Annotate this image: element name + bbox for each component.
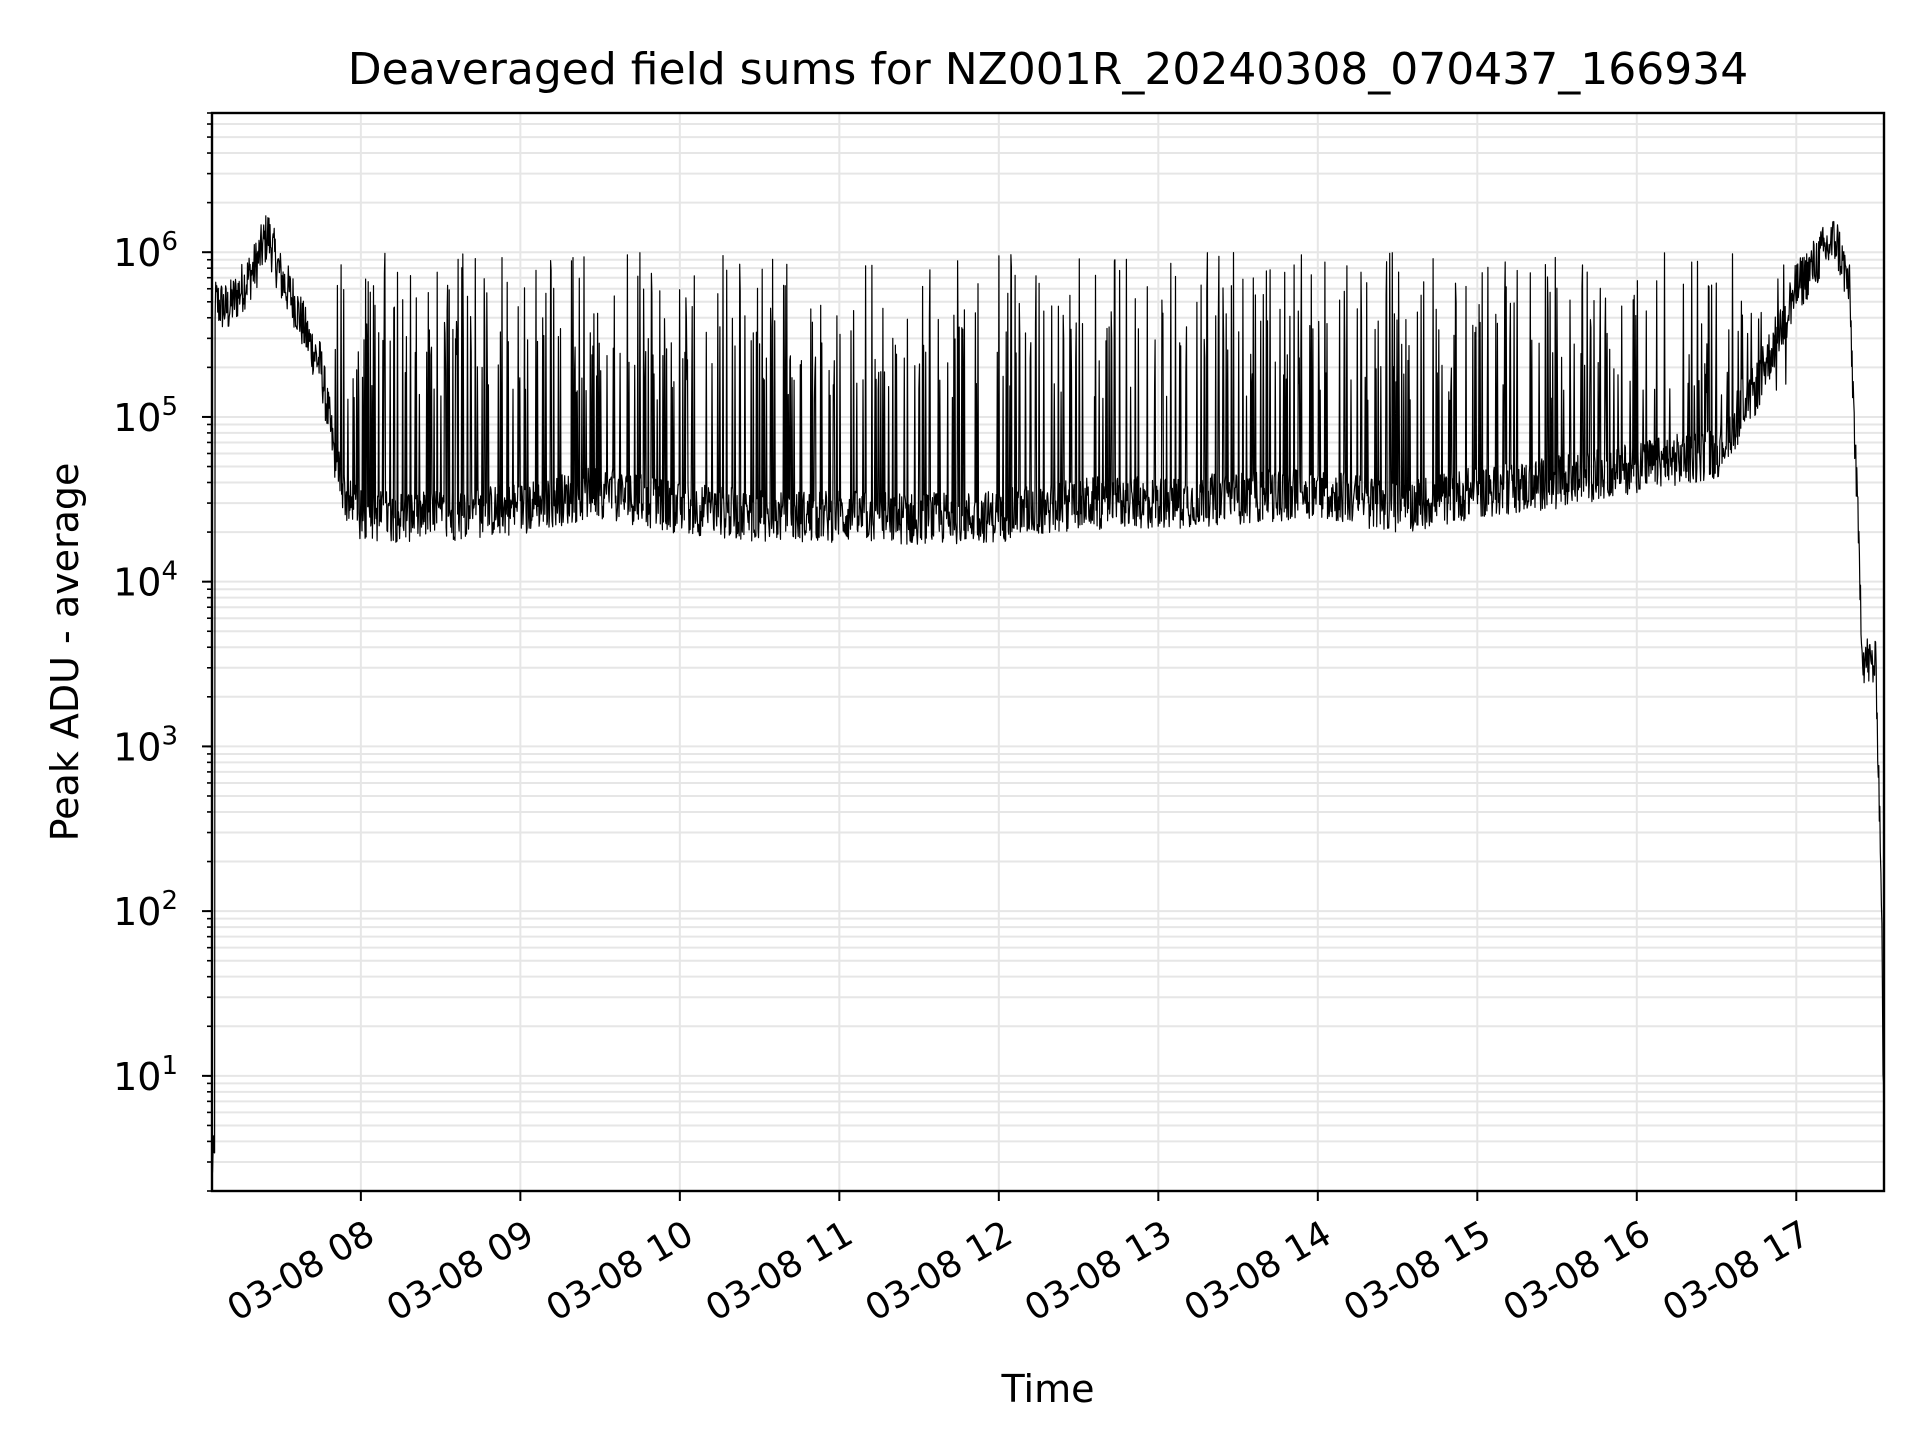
- chart-title: Deaveraged field sums for NZ001R_2024030…: [348, 44, 1748, 95]
- y-tick-label: 106: [113, 227, 178, 275]
- x-tick-label: 03-08 11: [699, 1213, 860, 1329]
- y-tick-label: 105: [113, 392, 178, 440]
- x-tick-label: 03-08 17: [1656, 1213, 1817, 1329]
- series-line: [211, 215, 1885, 1173]
- y-tick-label: 103: [113, 721, 178, 769]
- y-tick-label: 101: [113, 1051, 178, 1099]
- x-tick-label: 03-08 12: [859, 1213, 1020, 1329]
- x-tick-label: 03-08 10: [540, 1213, 701, 1329]
- x-tick-label: 03-08 15: [1337, 1213, 1498, 1329]
- y-tick-label: 104: [113, 557, 178, 605]
- x-tick-label: 03-08 09: [380, 1213, 541, 1329]
- x-axis-label: Time: [1001, 1367, 1095, 1411]
- x-tick-label: 03-08 13: [1018, 1213, 1179, 1329]
- y-tick-label: 102: [113, 886, 178, 934]
- x-tick-label: 03-08 16: [1497, 1213, 1658, 1329]
- y-axis-label: Peak ADU - average: [43, 463, 87, 842]
- y-axis: 101 102 103 104 105 106: [113, 112, 212, 1192]
- x-tick-label: 03-08 08: [221, 1213, 382, 1329]
- plot-frame: [210, 111, 1886, 1193]
- x-tick-label: 03-08 14: [1178, 1213, 1339, 1329]
